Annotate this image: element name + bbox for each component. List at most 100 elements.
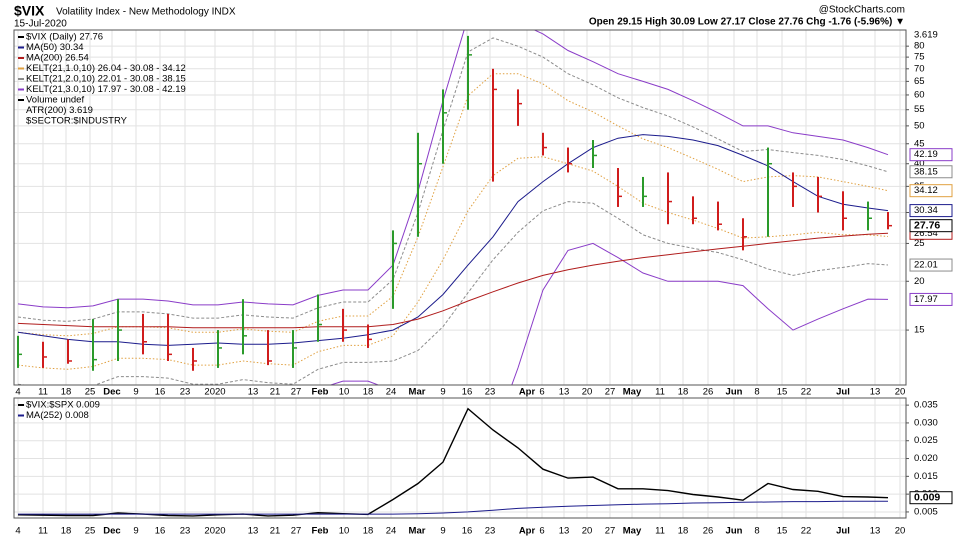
y-tick-label: 75 xyxy=(914,52,925,63)
y-tick-label: 0.005 xyxy=(914,506,938,517)
x-tick-label: 27 xyxy=(605,387,616,398)
value-tag-box xyxy=(909,148,953,162)
x-tick-label: 11 xyxy=(38,387,48,398)
keltner-lower xyxy=(17,156,889,370)
y-tick-label: 45 xyxy=(914,138,925,149)
legend-entry: MA(50) 30.34 xyxy=(26,42,84,53)
credit: @StockCharts.com xyxy=(819,5,905,16)
x-tick-label: 15 xyxy=(777,387,788,398)
series-line xyxy=(17,134,889,346)
x-tick-label: 18 xyxy=(61,526,72,537)
x-tick-label: Dec xyxy=(103,387,120,398)
x-tick-label: 13 xyxy=(559,387,570,398)
x-tick-label: 10 xyxy=(339,526,350,537)
y-tick-label: 0.025 xyxy=(914,435,938,446)
plot-layer: 4 11 18 25 Dec 9 16 23 2020 13 21 27 Feb 10 18 24 Mar 9 16… xyxy=(14,30,953,537)
x-tick-label: 11 xyxy=(655,526,665,537)
keltner-lower xyxy=(328,242,889,385)
x-tick-label: 24 xyxy=(386,526,397,537)
value-tag: 27.76 xyxy=(914,219,940,231)
y-tick-label: 40 xyxy=(914,158,925,169)
x-tick-label: 11 xyxy=(655,387,665,398)
x-tick-label: 16 xyxy=(462,526,473,537)
x-tick-label: 23 xyxy=(180,387,191,398)
x-tick-label: 23 xyxy=(180,526,191,537)
x-tick-label: 9 xyxy=(133,387,138,398)
value-tag: 34.12 xyxy=(914,185,938,196)
ratio-panel-frame xyxy=(13,397,907,519)
quote: Open 29.15 High 30.09 Low 27.17 Close 27… xyxy=(589,17,905,28)
y-tick-label: 50 xyxy=(914,120,925,131)
y-tick-label: 60 xyxy=(914,89,925,100)
value-tag: 0.009 xyxy=(914,491,940,503)
x-tick-label: 27 xyxy=(605,526,616,537)
y-tick-label: 15 xyxy=(914,325,925,336)
x-tick-label: Apr xyxy=(519,387,536,398)
x-tick-label: Dec xyxy=(103,526,120,537)
legend-entry: Volume undef xyxy=(26,95,84,106)
y-tick-label: 25 xyxy=(914,238,925,249)
legend-entry: MA(252) 0.008 xyxy=(26,410,89,421)
y-tick-label: 65 xyxy=(914,76,925,87)
legend-entry: $VIX:$SPX 0.009 xyxy=(26,400,100,411)
y-tick-label: 0.035 xyxy=(914,400,938,411)
x-tick-label: Mar xyxy=(409,526,426,537)
x-tick-label: 2020 xyxy=(204,526,225,537)
legend-entry: KELT(21,2.0,10) 22.01 - 30.08 - 38.15 xyxy=(26,74,186,85)
value-tag-box xyxy=(909,184,953,198)
series-line xyxy=(17,232,889,329)
x-tick-label: Jun xyxy=(726,387,743,398)
value-tag: 42.19 xyxy=(914,149,938,160)
value-tag-box xyxy=(909,258,953,272)
atr-tag: 3.619 xyxy=(914,30,938,41)
y-tick-label: 20 xyxy=(914,276,925,287)
x-tick-label: 6 xyxy=(539,387,544,398)
x-tick-label: 20 xyxy=(895,387,906,398)
x-tick-label: 4 xyxy=(15,526,20,537)
x-tick-label: Mar xyxy=(409,387,426,398)
value-tag: 30.34 xyxy=(914,205,938,216)
x-tick-label: 25 xyxy=(85,387,96,398)
value-tag-box xyxy=(909,204,953,218)
x-tick-label: 26 xyxy=(703,387,714,398)
x-tick-label: 13 xyxy=(248,526,259,537)
value-tag-box xyxy=(909,219,953,233)
x-tick-label: 4 xyxy=(15,387,20,398)
x-tick-label: 8 xyxy=(754,526,759,537)
y-tick-label: 0.020 xyxy=(914,453,938,464)
x-tick-label: 16 xyxy=(155,387,166,398)
x-tick-label: 13 xyxy=(559,526,570,537)
x-tick-label: 8 xyxy=(754,387,759,398)
x-tick-label: 18 xyxy=(61,387,72,398)
keltner-upper xyxy=(17,37,889,322)
x-tick-label: 13 xyxy=(248,387,259,398)
x-tick-label: Feb xyxy=(312,387,329,398)
x-tick-label: 25 xyxy=(85,526,96,537)
x-tick-label: 24 xyxy=(386,387,397,398)
x-tick-label: 22 xyxy=(801,526,812,537)
value-tag-box xyxy=(909,292,953,306)
x-tick-label: 23 xyxy=(485,526,496,537)
x-tick-label: 13 xyxy=(870,526,881,537)
x-tick-label: 27 xyxy=(291,387,302,398)
legend-entry: $SECTOR:$INDUSTRY xyxy=(26,116,128,127)
x-tick-label: 27 xyxy=(291,526,302,537)
x-tick-label: 22 xyxy=(801,387,812,398)
keltner-lower xyxy=(17,201,889,385)
legend-entry: $VIX (Daily) 27.76 xyxy=(26,32,103,43)
legend-entry: KELT(21,3.0,10) 17.97 - 30.08 - 42.19 xyxy=(26,84,186,95)
x-tick-label: 18 xyxy=(678,387,689,398)
y-tick-label: 0.015 xyxy=(914,471,938,482)
x-tick-label: 18 xyxy=(363,526,374,537)
series-line xyxy=(18,500,888,515)
series-line xyxy=(17,407,889,517)
x-tick-label: Jul xyxy=(836,526,850,537)
chart-subtitle: Volatility Index - New Methodology INDX xyxy=(56,7,236,18)
x-tick-label: Jun xyxy=(726,526,743,537)
x-tick-label: 23 xyxy=(485,387,496,398)
x-tick-label: 18 xyxy=(363,387,374,398)
x-tick-label: 2020 xyxy=(204,387,225,398)
legend-entry: KELT(21,1.0,10) 26.04 - 30.08 - 34.12 xyxy=(26,63,186,74)
